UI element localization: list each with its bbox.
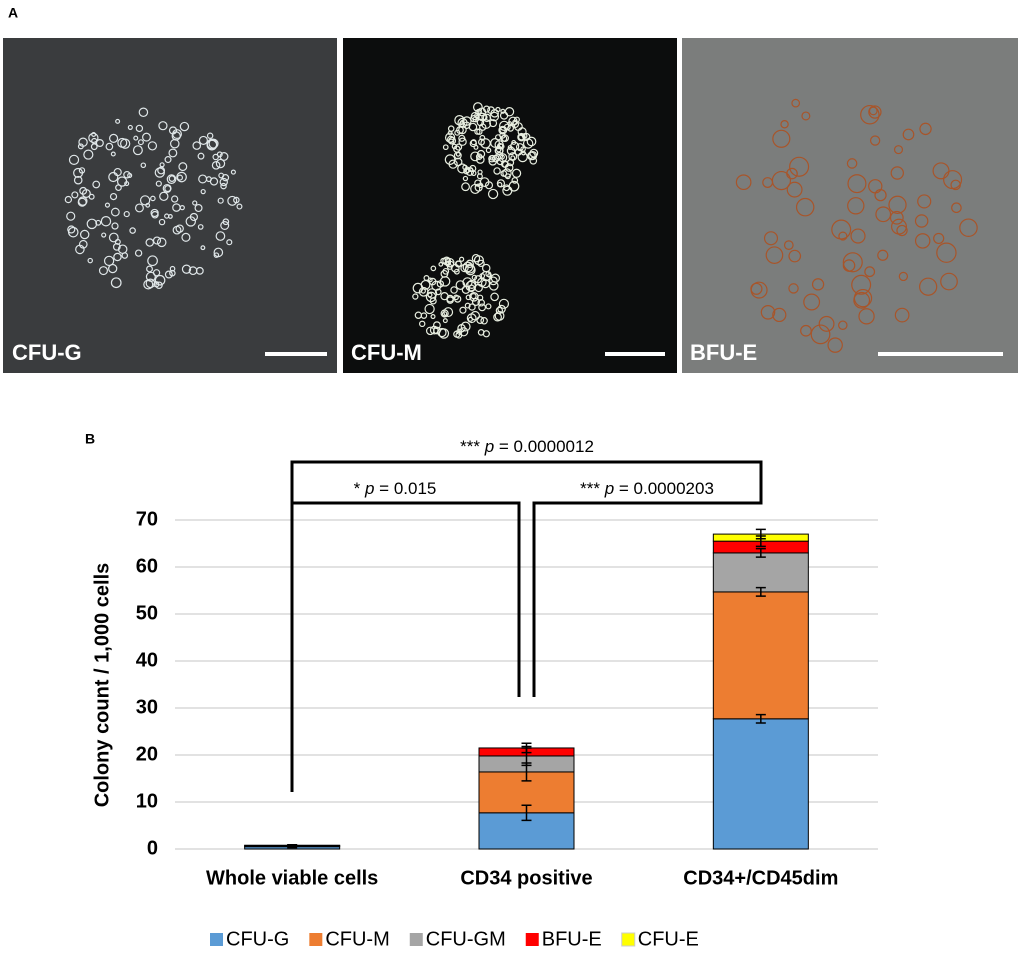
image-label: CFU-M — [351, 340, 422, 365]
legend-label: CFU-M — [325, 928, 389, 950]
panel-label: A — [8, 5, 18, 21]
micrograph — [682, 38, 1018, 373]
micrograph — [343, 38, 677, 373]
significance-text: = 0.0000012 — [499, 437, 594, 456]
significance-stars: *** — [580, 479, 600, 498]
y-tick-label: 50 — [136, 602, 158, 624]
bar-segment — [713, 719, 808, 849]
micrograph — [3, 38, 337, 373]
image-label: BFU-E — [690, 340, 757, 365]
legend-swatch — [622, 933, 635, 946]
significance-text: = 0.015 — [379, 479, 436, 498]
significance-text: = 0.0000203 — [619, 479, 714, 498]
legend-label: CFU-E — [638, 928, 699, 950]
legend-swatch — [410, 933, 423, 946]
y-tick-label: 30 — [136, 696, 158, 718]
significance-stars: *** — [460, 437, 480, 456]
legend-label: CFU-G — [226, 928, 289, 950]
x-tick-label: CD34+/CD45dim — [683, 867, 838, 889]
significance-label: *** p = 0.0000012 — [460, 437, 594, 456]
bar-segment — [713, 553, 808, 592]
y-tick-label: 60 — [136, 555, 158, 577]
significance-label: *** p = 0.0000203 — [580, 479, 714, 498]
significance-p: p — [364, 479, 374, 498]
panel-label: B — [85, 431, 95, 447]
y-tick-label: 10 — [136, 790, 158, 812]
legend-label: BFU-E — [542, 928, 602, 950]
y-tick-label: 40 — [136, 649, 158, 671]
legend-swatch — [526, 933, 539, 946]
y-tick-label: 0 — [147, 837, 158, 859]
x-tick-label: Whole viable cells — [206, 867, 378, 889]
significance-label: * p = 0.015 — [354, 479, 437, 498]
legend-swatch — [210, 933, 223, 946]
x-tick-label: CD34 positive — [460, 867, 592, 889]
bar-segment — [713, 592, 808, 719]
significance-p: p — [484, 437, 494, 456]
y-axis-title: Colony count / 1,000 cells — [91, 563, 113, 808]
legend-swatch — [309, 933, 322, 946]
y-tick-label: 70 — [136, 508, 158, 530]
legend-label: CFU-GM — [426, 928, 506, 950]
y-tick-label: 20 — [136, 743, 158, 765]
significance-stars: * — [354, 479, 361, 498]
significance-p: p — [604, 479, 614, 498]
image-label: CFU-G — [12, 340, 82, 365]
